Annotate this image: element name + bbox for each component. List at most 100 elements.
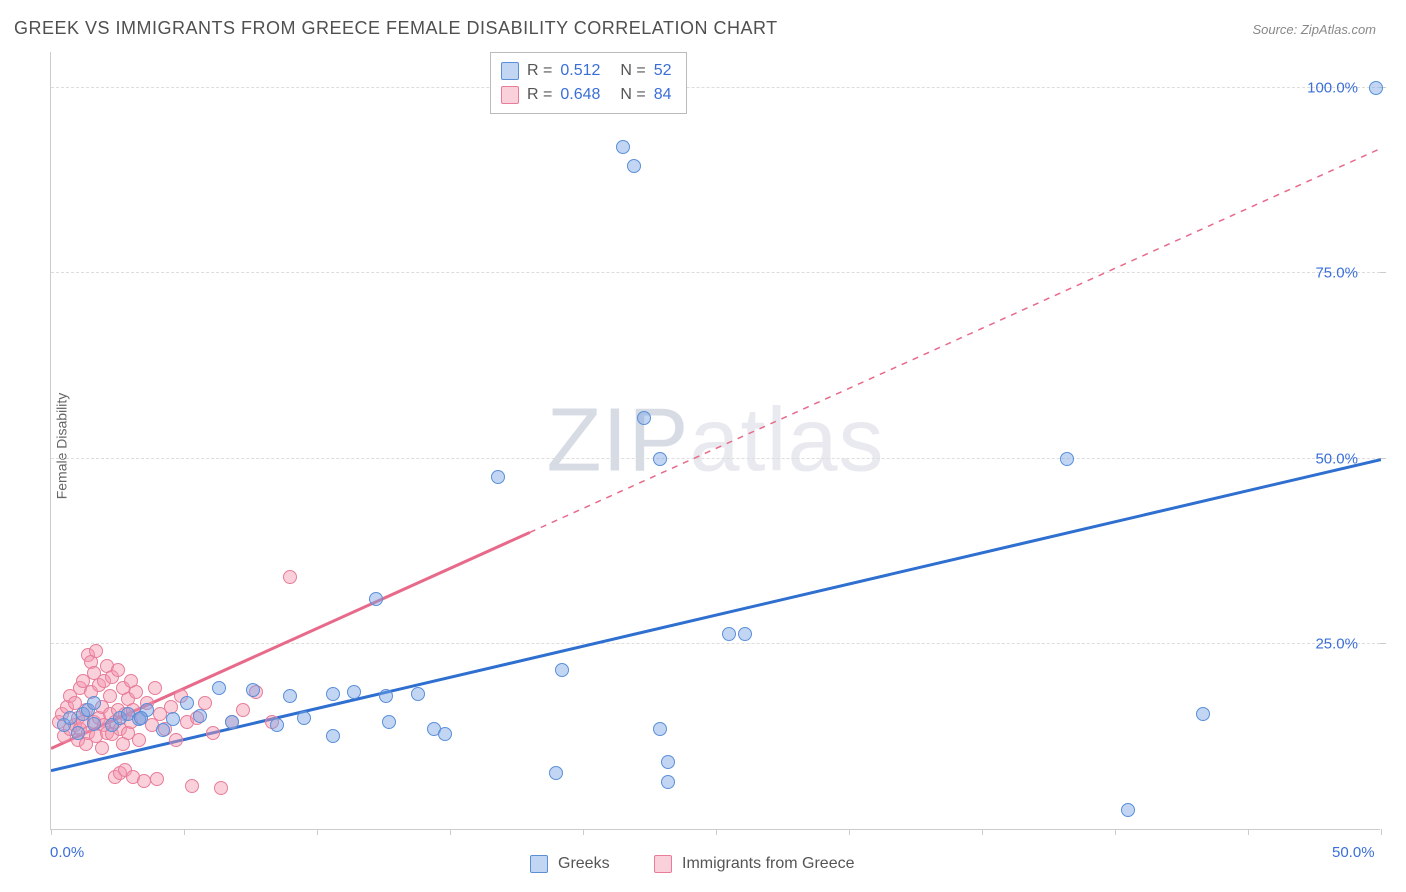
chart-title: GREEK VS IMMIGRANTS FROM GREECE FEMALE D… xyxy=(14,18,778,39)
y-tick-label: 75.0% xyxy=(1315,265,1358,282)
data-point xyxy=(1369,81,1383,95)
data-point xyxy=(236,703,250,717)
data-point xyxy=(661,755,675,769)
data-point xyxy=(193,709,207,723)
data-point xyxy=(198,696,212,710)
data-point xyxy=(326,729,340,743)
bottom-legend-item: Immigrants from Greece xyxy=(654,855,854,873)
data-point xyxy=(71,726,85,740)
stats-legend-row: R =0.648N =84 xyxy=(501,83,672,107)
stat-label-r: R = xyxy=(527,59,552,83)
y-tick xyxy=(1380,272,1386,273)
data-point xyxy=(347,685,361,699)
data-point xyxy=(637,411,651,425)
data-point xyxy=(132,733,146,747)
data-point xyxy=(297,711,311,725)
data-point xyxy=(166,712,180,726)
data-point xyxy=(722,627,736,641)
stat-label-n: N = xyxy=(620,59,645,83)
data-point xyxy=(111,663,125,677)
trendline xyxy=(530,148,1381,532)
legend-swatch xyxy=(501,62,519,80)
x-tick-label: 50.0% xyxy=(1332,844,1375,861)
data-point xyxy=(1196,707,1210,721)
x-tick xyxy=(716,829,717,835)
data-point xyxy=(169,733,183,747)
data-point xyxy=(283,689,297,703)
data-point xyxy=(270,718,284,732)
legend-swatch xyxy=(654,855,672,873)
x-tick xyxy=(982,829,983,835)
bottom-legend-item: Greeks xyxy=(530,855,610,873)
gridline xyxy=(51,643,1380,644)
y-tick-label: 50.0% xyxy=(1315,450,1358,467)
legend-label: Immigrants from Greece xyxy=(682,855,854,873)
data-point xyxy=(156,723,170,737)
trendline xyxy=(51,460,1381,771)
legend-label: Greeks xyxy=(558,855,610,873)
stat-value-r: 0.512 xyxy=(560,59,600,83)
data-point xyxy=(549,766,563,780)
x-tick xyxy=(849,829,850,835)
x-tick xyxy=(450,829,451,835)
data-point xyxy=(103,689,117,703)
x-tick xyxy=(1115,829,1116,835)
y-tick-label: 25.0% xyxy=(1315,635,1358,652)
trendlines-layer xyxy=(51,52,1381,830)
gridline xyxy=(51,458,1380,459)
data-point xyxy=(95,741,109,755)
data-point xyxy=(63,711,77,725)
data-point xyxy=(1060,452,1074,466)
scatter-plot-area: ZIPatlas 25.0% 50.0% 75.0% 100.0% xyxy=(50,52,1380,830)
data-point xyxy=(653,722,667,736)
x-tick-label: 0.0% xyxy=(50,844,84,861)
data-point xyxy=(137,774,151,788)
x-tick xyxy=(1381,829,1382,835)
data-point xyxy=(661,775,675,789)
stats-legend-row: R =0.512N =52 xyxy=(501,59,672,83)
data-point xyxy=(555,663,569,677)
data-point xyxy=(214,781,228,795)
x-tick xyxy=(184,829,185,835)
legend-swatch xyxy=(530,855,548,873)
legend-swatch xyxy=(501,86,519,104)
source-attribution: Source: ZipAtlas.com xyxy=(1252,22,1376,37)
data-point xyxy=(411,687,425,701)
data-point xyxy=(627,159,641,173)
x-tick xyxy=(583,829,584,835)
data-point xyxy=(382,715,396,729)
y-tick-label: 100.0% xyxy=(1307,80,1358,97)
data-point xyxy=(283,570,297,584)
data-point xyxy=(129,685,143,699)
data-point xyxy=(616,140,630,154)
data-point xyxy=(491,470,505,484)
x-tick xyxy=(317,829,318,835)
stat-label-n: N = xyxy=(620,83,645,107)
data-point xyxy=(185,779,199,793)
data-point xyxy=(326,687,340,701)
data-point xyxy=(653,452,667,466)
x-tick xyxy=(1248,829,1249,835)
data-point xyxy=(148,681,162,695)
gridline xyxy=(51,87,1380,88)
x-tick xyxy=(51,829,52,835)
data-point xyxy=(246,683,260,697)
gridline xyxy=(51,272,1380,273)
data-point xyxy=(134,711,148,725)
data-point xyxy=(1121,803,1135,817)
data-point xyxy=(180,696,194,710)
watermark: ZIPatlas xyxy=(546,389,884,492)
data-point xyxy=(89,644,103,658)
data-point xyxy=(738,627,752,641)
data-point xyxy=(379,689,393,703)
data-point xyxy=(225,715,239,729)
y-tick xyxy=(1380,643,1386,644)
stat-label-r: R = xyxy=(527,83,552,107)
data-point xyxy=(206,726,220,740)
data-point xyxy=(150,772,164,786)
data-point xyxy=(438,727,452,741)
stats-legend-box: R =0.512N =52R =0.648N =84 xyxy=(490,52,687,114)
stat-value-n: 84 xyxy=(654,83,672,107)
data-point xyxy=(212,681,226,695)
y-tick xyxy=(1380,458,1386,459)
